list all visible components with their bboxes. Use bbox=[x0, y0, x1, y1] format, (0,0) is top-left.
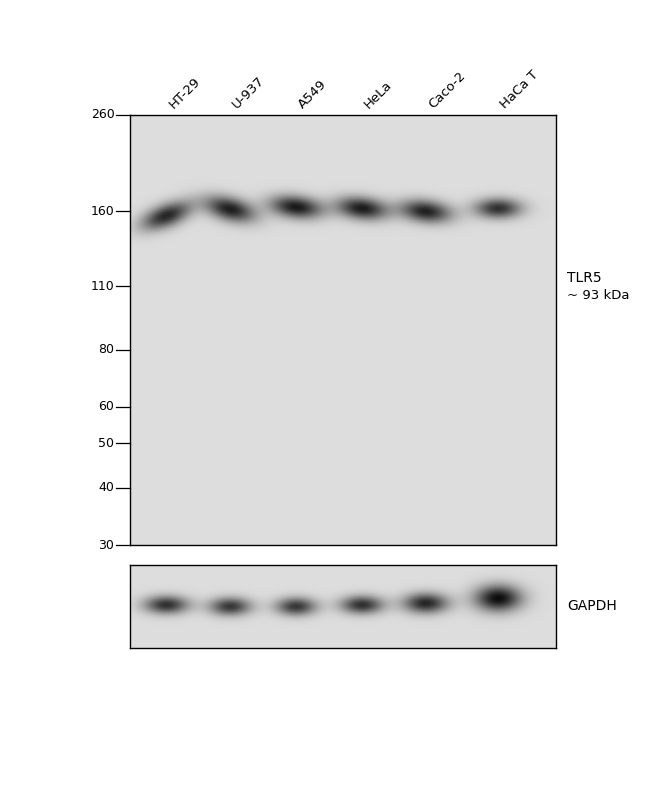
Text: A549: A549 bbox=[296, 78, 330, 111]
Text: 60: 60 bbox=[99, 401, 114, 413]
Text: GAPDH: GAPDH bbox=[567, 600, 618, 613]
Text: 260: 260 bbox=[90, 108, 114, 121]
Text: HeLa: HeLa bbox=[362, 78, 395, 111]
Text: 40: 40 bbox=[99, 481, 114, 495]
Text: 110: 110 bbox=[90, 280, 114, 292]
Text: HaCa T: HaCa T bbox=[499, 69, 541, 111]
Text: ~ 93 kDa: ~ 93 kDa bbox=[567, 289, 630, 302]
Text: 30: 30 bbox=[99, 539, 114, 551]
Text: HT-29: HT-29 bbox=[166, 75, 203, 111]
Text: Caco-2: Caco-2 bbox=[426, 70, 468, 111]
Text: 160: 160 bbox=[90, 205, 114, 218]
Text: TLR5: TLR5 bbox=[567, 271, 602, 285]
Text: U-937: U-937 bbox=[230, 74, 267, 111]
Text: 80: 80 bbox=[98, 343, 114, 356]
Text: 50: 50 bbox=[98, 437, 114, 450]
